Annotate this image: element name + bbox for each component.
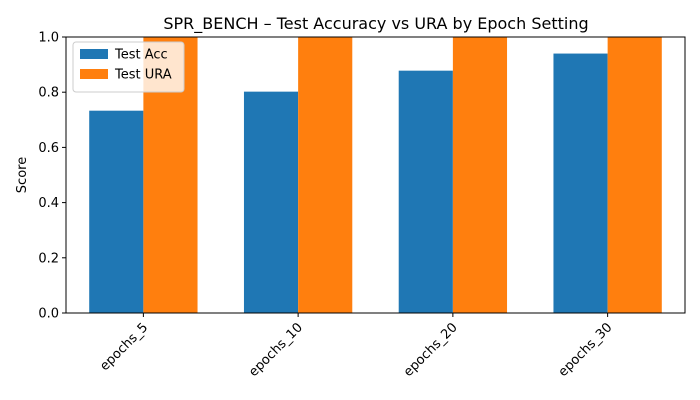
x-tick-label: epochs_10	[246, 320, 306, 380]
bar-test-ura-epochs_20	[452, 37, 508, 313]
legend-label: Test URA	[114, 68, 172, 83]
bar-test-acc-epochs_30	[553, 53, 608, 314]
x-tick-label: epochs_20	[401, 320, 461, 380]
y-tick-label: 0.0	[38, 307, 59, 322]
legend-label: Test Acc	[114, 48, 168, 63]
bar-test-ura-epochs_30	[607, 37, 662, 313]
y-tick-label: 0.4	[38, 196, 59, 211]
x-tick-label: epochs_30	[556, 320, 616, 380]
plot-area	[89, 37, 662, 314]
y-axis-label: Score	[15, 157, 30, 193]
bar-test-acc-epochs_20	[398, 70, 453, 313]
bar-test-acc-epochs_5	[89, 110, 144, 313]
y-axis: 0.0 0.2 0.4 0.6 0.8 1.0	[38, 31, 66, 322]
y-tick-label: 1.0	[38, 31, 59, 46]
x-tick-label: epochs_5	[97, 320, 151, 374]
chart-title: SPR_BENCH – Test Accuracy vs URA by Epoc…	[163, 14, 588, 34]
y-tick-label: 0.6	[38, 141, 59, 156]
legend: Test Acc Test URA	[72, 41, 185, 93]
x-axis: epochs_5 epochs_10 epochs_20 epochs_30	[97, 313, 615, 380]
legend-swatch	[80, 49, 108, 59]
y-tick-label: 0.2	[38, 251, 59, 266]
legend-swatch	[80, 69, 108, 79]
plot-frame	[65, 36, 686, 314]
bar-test-acc-epochs_10	[243, 91, 299, 314]
bar-test-ura-epochs_10	[298, 37, 353, 313]
y-tick-label: 0.8	[38, 86, 59, 101]
